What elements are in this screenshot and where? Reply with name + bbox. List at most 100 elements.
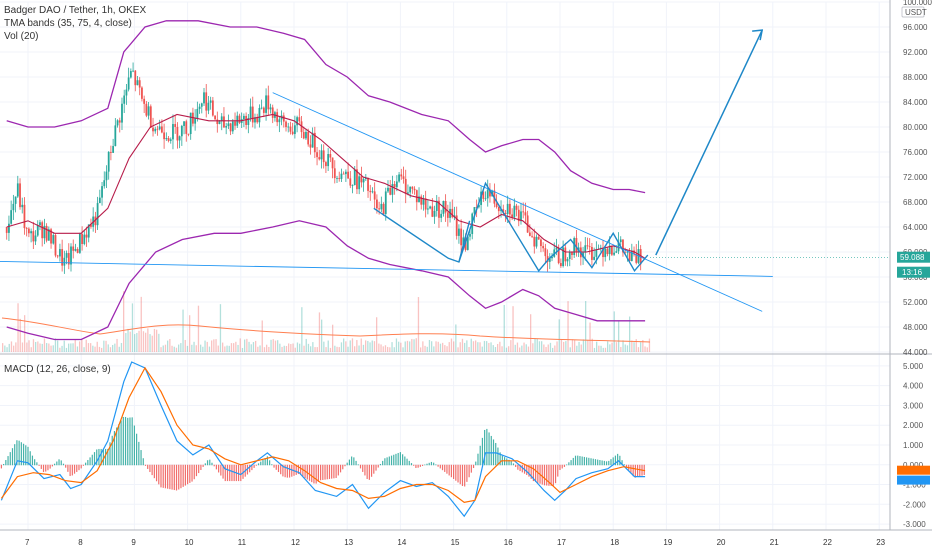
histogram-bar	[581, 456, 583, 466]
candle-body	[94, 216, 97, 226]
candle-body	[123, 95, 126, 104]
time-tick-label: 22	[823, 538, 832, 547]
volume-bar	[235, 341, 237, 352]
histogram-bar	[218, 464, 220, 473]
volume-bar	[457, 347, 459, 352]
candle-body	[165, 138, 168, 140]
price-tick-label: 68.000	[903, 198, 928, 207]
volume-bar	[59, 347, 61, 352]
volume-bar	[404, 341, 406, 352]
candle-body	[606, 248, 609, 255]
histogram-bar	[384, 458, 386, 466]
volume-bar	[558, 319, 560, 352]
volume-bar	[48, 343, 50, 352]
price-tick-label: 84.000	[903, 98, 928, 107]
histogram-bar	[570, 460, 572, 466]
histogram-bar	[490, 435, 492, 466]
volume-bar	[261, 320, 263, 352]
histogram-bar	[78, 464, 80, 471]
histogram-bar	[554, 464, 557, 484]
countdown-label: 13:16	[902, 268, 923, 277]
volume-bar	[400, 342, 402, 352]
volume-bar	[439, 343, 442, 352]
candle-body	[121, 103, 123, 123]
candle-body	[555, 247, 558, 250]
candle-body	[591, 246, 593, 260]
volume-bar	[618, 321, 620, 352]
histogram-bar	[54, 463, 56, 466]
histogram-bar	[568, 462, 570, 466]
candle-body	[511, 214, 514, 218]
volume-bar	[74, 339, 76, 352]
histogram-bar	[601, 460, 603, 466]
price-tick-label: 64.000	[903, 223, 928, 232]
time-tick-label: 19	[663, 538, 672, 547]
candle-body	[90, 224, 92, 227]
candle-body	[562, 247, 565, 267]
candle-body	[484, 198, 487, 200]
histogram-bar	[466, 464, 468, 482]
candle-body	[415, 190, 418, 203]
histogram-bar	[291, 464, 293, 477]
candle-body	[47, 229, 50, 241]
histogram-bar	[625, 464, 628, 468]
histogram-bar	[260, 461, 262, 466]
volume-bar	[6, 347, 8, 352]
volume-bar	[301, 307, 303, 352]
candle-body	[575, 238, 578, 252]
candle-body	[87, 224, 90, 238]
volume-bar	[552, 347, 554, 352]
volume-bar	[345, 341, 347, 352]
candle-body	[56, 255, 59, 257]
histogram-bar	[393, 454, 395, 466]
volume-ma-line	[1, 317, 651, 343]
candle-body	[149, 106, 152, 128]
volume-bar	[389, 347, 391, 352]
candle-body	[198, 106, 201, 109]
candle-body	[194, 118, 197, 124]
macd-tick-label: -2.000	[903, 500, 926, 509]
candle-body	[630, 250, 633, 262]
candle-body	[110, 151, 112, 153]
histogram-bar	[62, 463, 65, 466]
volume-bar	[624, 344, 626, 352]
volume-bar	[534, 338, 536, 352]
volume-bar	[288, 343, 290, 352]
candle-body	[349, 178, 352, 186]
volume-bar	[125, 333, 127, 352]
histogram-bar	[470, 464, 472, 473]
histogram-bar	[65, 464, 67, 468]
volume-bar	[349, 340, 351, 352]
macd-tick-label: 3.000	[903, 401, 924, 410]
volume-bar	[21, 342, 24, 352]
candle-body	[626, 251, 629, 253]
histogram-bar	[171, 464, 173, 490]
candle-body	[466, 236, 469, 250]
volume-bar	[57, 340, 59, 352]
histogram-bar	[167, 464, 169, 489]
candle-body	[196, 108, 199, 119]
volume-bar	[136, 332, 138, 352]
histogram-bar	[60, 460, 62, 466]
macd-tick-label: 0.000	[903, 461, 924, 470]
histogram-bar	[488, 432, 490, 466]
volume-bar	[446, 346, 448, 352]
volume-bar	[153, 328, 156, 352]
candle-body	[444, 200, 447, 213]
volume-bar	[508, 346, 510, 352]
histogram-bar	[308, 464, 311, 481]
volume-bar	[4, 345, 6, 352]
histogram-bar	[311, 464, 313, 483]
histogram-bar	[548, 464, 550, 486]
volume-bar	[171, 345, 173, 352]
candle-body	[223, 116, 225, 128]
macd-value-tag	[897, 475, 930, 485]
histogram-bar	[175, 464, 178, 491]
volume-bar	[576, 345, 578, 352]
volume-bar	[648, 338, 651, 352]
volume-bar	[37, 341, 39, 352]
volume-bar	[475, 340, 477, 352]
volume-bar	[191, 344, 193, 352]
candle-body	[36, 225, 39, 236]
histogram-bar	[410, 463, 413, 466]
